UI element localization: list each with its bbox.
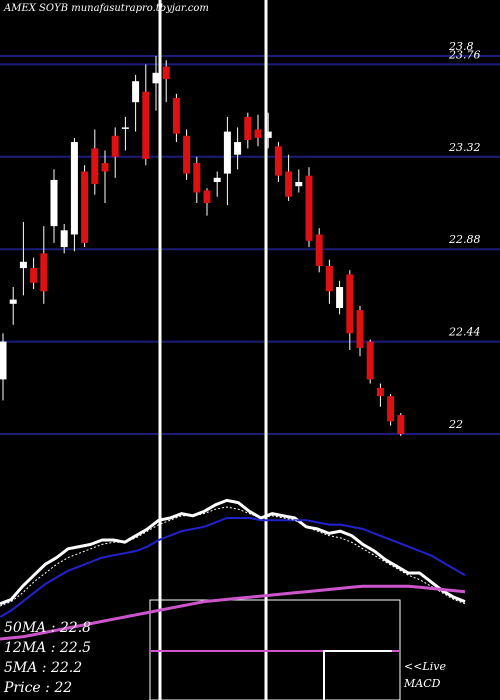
candle-body-13 <box>132 81 140 103</box>
candle-body-29 <box>295 182 303 187</box>
candle-body-31 <box>315 234 323 266</box>
candle-body-9 <box>91 148 99 185</box>
candle-body-39 <box>397 415 405 434</box>
candle-body-28 <box>285 171 293 197</box>
candle-body-18 <box>183 135 191 174</box>
legend-price: Price : 22 <box>4 680 73 696</box>
candle-body-36 <box>366 341 374 380</box>
candle-body-12 <box>121 127 129 129</box>
candle-body-15 <box>152 72 160 84</box>
candle-body-0 <box>0 341 7 380</box>
candle-body-19 <box>193 163 201 193</box>
candle-body-27 <box>274 146 282 176</box>
y-tick-label-4: 22.44 <box>448 326 481 339</box>
live-label: <<Live <box>404 660 446 673</box>
candle-body-37 <box>376 387 384 397</box>
candle-body-3 <box>30 268 38 283</box>
macd-series-slow_ma <box>0 584 466 641</box>
candle-body-14 <box>142 91 150 159</box>
candle-body-30 <box>305 175 313 241</box>
macd-histogram-step <box>323 650 392 700</box>
legend-ma50: 50MA : 22.8 <box>4 620 92 636</box>
candle-body-1 <box>9 299 17 304</box>
ticker-symbol: AMEX SOYB <box>4 3 69 14</box>
candle-body-20 <box>203 190 211 203</box>
candle-body-22 <box>223 131 231 174</box>
macd-series-fast <box>0 506 466 607</box>
candle-body-11 <box>111 135 119 157</box>
candle-body-2 <box>19 261 27 269</box>
price-axis-ticks: 23.823.76 23.32 22.88 22.44 22 <box>448 40 481 431</box>
candle-body-33 <box>336 287 344 308</box>
candle-body-10 <box>101 163 109 172</box>
site-name: munafasutrapro.tbyjar.com <box>71 3 209 14</box>
macd-lines <box>0 498 466 641</box>
candle-body-38 <box>387 396 395 422</box>
y-tick-label-0: 23.8 <box>448 40 474 53</box>
candle-body-26 <box>264 131 272 138</box>
candle-body-24 <box>244 116 252 140</box>
candle-body-7 <box>70 142 78 235</box>
y-tick-label-5: 22 <box>448 418 463 431</box>
candle-body-16 <box>162 66 170 80</box>
candle-body-6 <box>60 230 68 248</box>
macd-label: MACD <box>404 677 441 690</box>
candle-body-35 <box>356 310 364 348</box>
macd-panel <box>149 599 401 700</box>
macd-series-macd <box>0 498 466 606</box>
candle-body-23 <box>234 142 242 155</box>
candle-body-5 <box>50 179 58 227</box>
price-gridlines <box>0 55 500 435</box>
y-tick-label-2: 23.32 <box>448 141 481 154</box>
candle-body-32 <box>325 266 333 292</box>
chart-header: AMEX SOYB munafasutrapro.tbyjar.com <box>4 3 209 14</box>
vertical-markers <box>158 0 268 700</box>
y-tick-label-3: 22.88 <box>448 233 481 246</box>
candle-body-21 <box>213 177 221 182</box>
legend-ma12: 12MA : 22.5 <box>4 640 92 656</box>
candle-body-8 <box>81 171 89 243</box>
y-tick-label-1: 23.76 <box>448 48 481 61</box>
legend-ma5: 5MA : 22.2 <box>4 660 83 676</box>
candle-body-17 <box>172 98 180 134</box>
macd-series-signal <box>0 517 466 618</box>
candlesticks <box>0 56 405 437</box>
candle-body-25 <box>254 129 262 138</box>
candle-body-34 <box>346 274 354 334</box>
candle-body-4 <box>40 253 48 292</box>
